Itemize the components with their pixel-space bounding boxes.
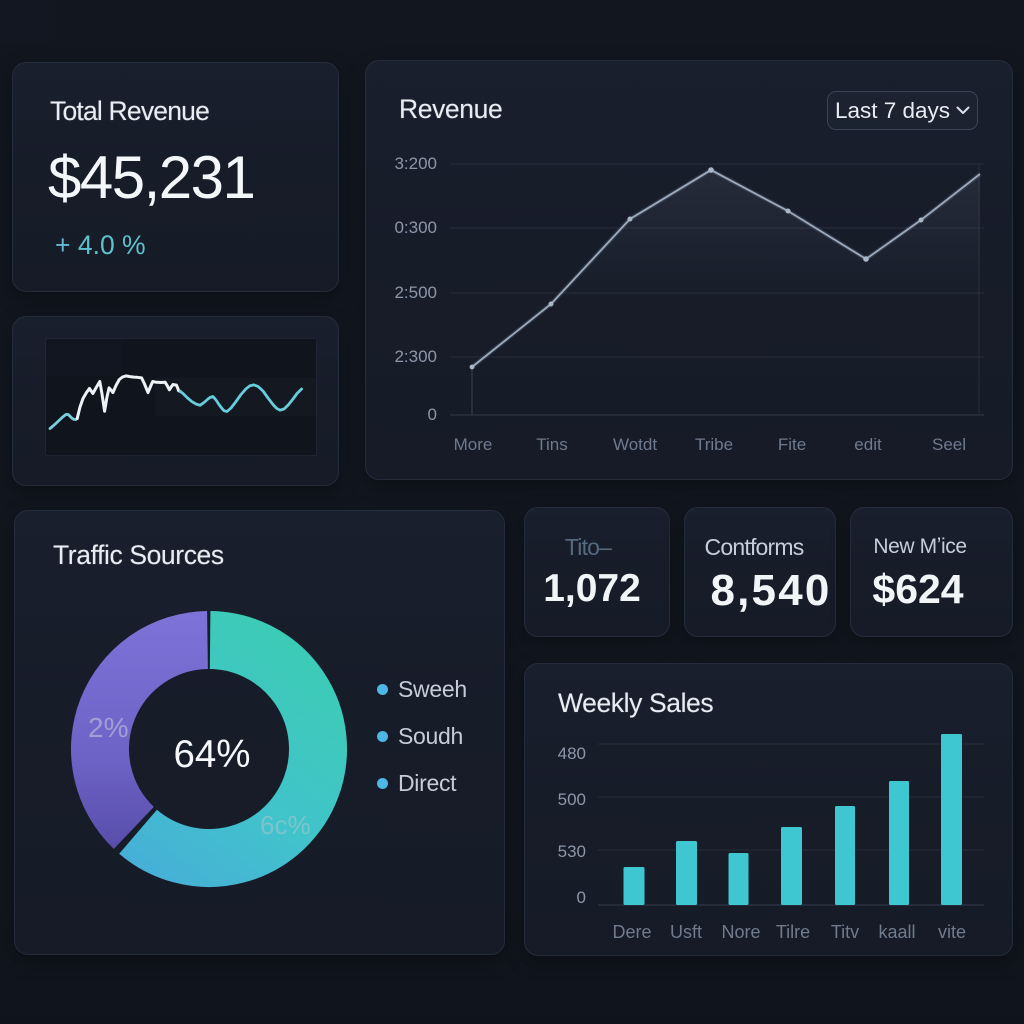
svg-text:6c%: 6c%: [260, 810, 311, 840]
svg-text:2%: 2%: [88, 712, 128, 743]
svg-text:64%: 64%: [173, 733, 250, 776]
